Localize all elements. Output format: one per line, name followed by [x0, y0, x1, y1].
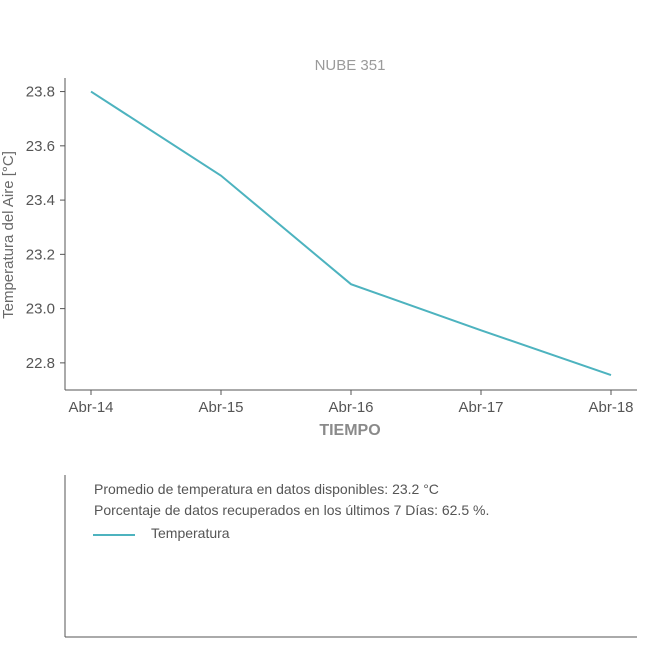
- y-tick-label: 22.8: [26, 355, 55, 372]
- y-tick-label: 23.2: [26, 246, 55, 263]
- y-axis-ticks: 22.8 23.0 23.2 23.4 23.6 23.8: [26, 84, 65, 372]
- y-axis-title: Temperatura del Aire [°C]: [0, 151, 17, 319]
- average-temperature-text: Promedio de temperatura en datos disponi…: [94, 481, 439, 497]
- x-axis-title: TIEMPO: [319, 422, 380, 439]
- series-line-temperatura: [90, 90, 612, 377]
- data-percentage-text: Porcentaje de datos recuperados en los ú…: [94, 502, 489, 518]
- x-tick-label: Abr-14: [68, 399, 113, 416]
- y-tick-label: 23.0: [26, 301, 55, 318]
- y-tick-label: 23.8: [26, 84, 55, 101]
- x-axis-ticks: Abr-14 Abr-15 Abr-16 Abr-17 Abr-18: [68, 390, 634, 416]
- y-tick-label: 23.4: [26, 192, 55, 209]
- x-tick-label: Abr-17: [458, 399, 503, 416]
- x-tick-label: Abr-16: [328, 399, 373, 416]
- legend-label-temperatura: Temperatura: [151, 525, 230, 541]
- x-tick-label: Abr-18: [588, 399, 633, 416]
- x-tick-label: Abr-15: [198, 399, 243, 416]
- y-tick-label: 23.6: [26, 138, 55, 155]
- chart-title: NUBE 351: [315, 57, 386, 74]
